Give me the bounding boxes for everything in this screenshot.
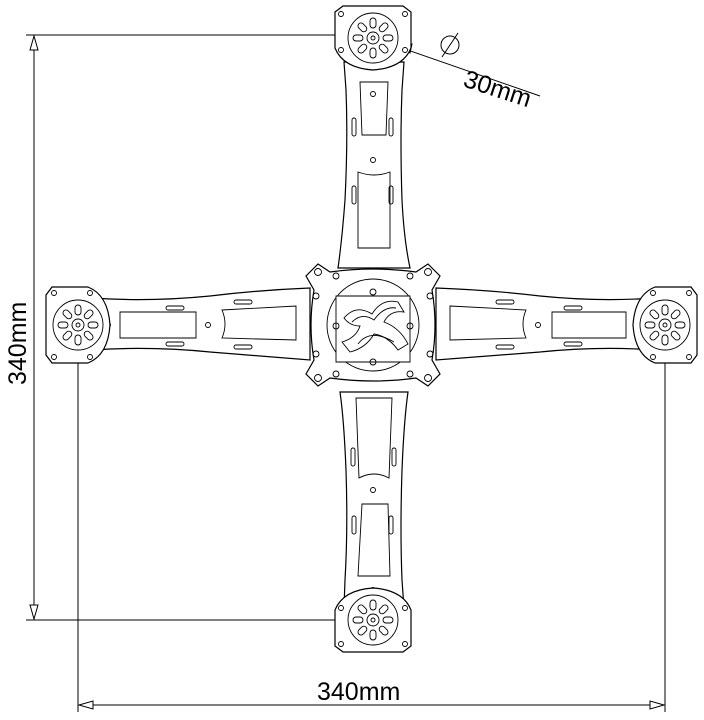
center-plate <box>305 263 441 387</box>
diameter-label: 30mm <box>460 65 535 113</box>
diameter-symbol-icon <box>440 32 460 58</box>
motor-mount-right <box>632 286 698 364</box>
center-plate-screws <box>312 268 434 382</box>
motor-mount-bottom <box>334 587 412 653</box>
height-dimension: 340mm <box>4 34 350 621</box>
width-dimension: 340mm <box>77 362 666 712</box>
arm-top <box>337 61 411 269</box>
arm-right <box>435 287 655 361</box>
width-label: 340mm <box>317 678 400 706</box>
height-label: 340mm <box>4 302 32 385</box>
arm-left <box>91 287 311 361</box>
flight-controller-logo-icon <box>341 300 409 353</box>
arm-bottom-slots <box>350 447 397 593</box>
arm-bottom <box>339 391 409 609</box>
motor-mount-left <box>45 286 111 364</box>
motor-mount-top <box>334 5 412 71</box>
arm-left-slots <box>105 299 253 350</box>
arm-top-slots <box>351 91 394 205</box>
